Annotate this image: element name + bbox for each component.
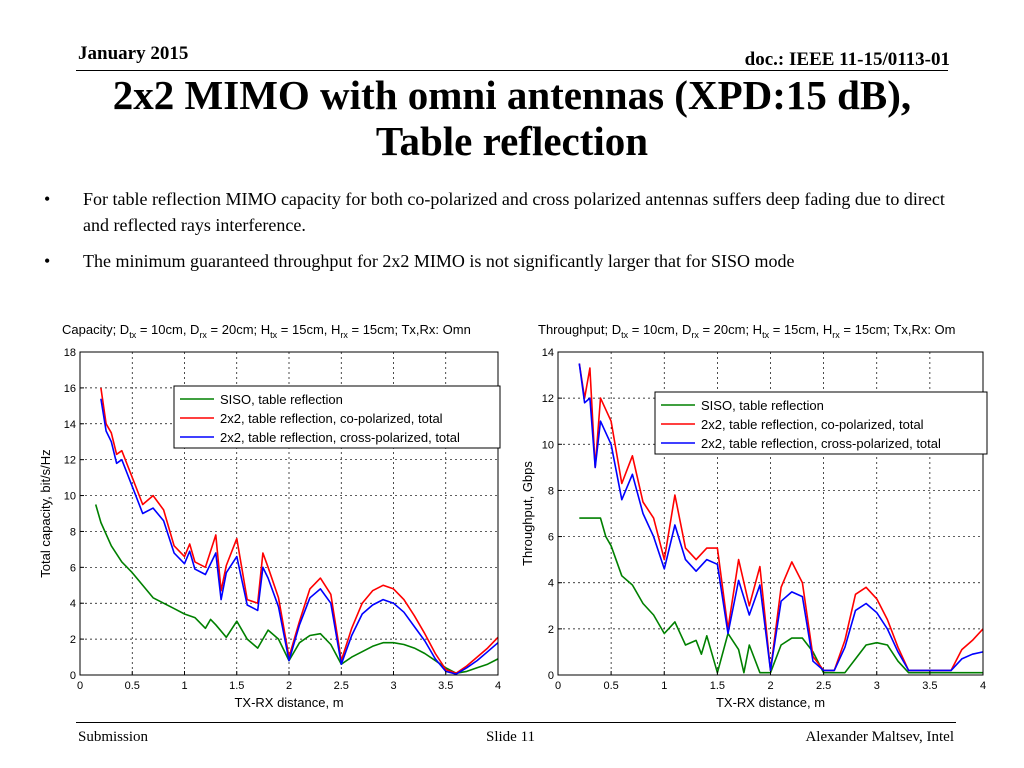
- chart-title-part: = 10cm, D: [628, 322, 691, 337]
- y-tick-label: 0: [70, 670, 76, 682]
- bullet-text: The minimum guaranteed throughput for 2x…: [83, 251, 795, 271]
- x-tick-label: 0.5: [125, 680, 140, 692]
- x-tick-label: 0.5: [603, 680, 618, 692]
- x-tick-label: 3: [390, 680, 396, 692]
- footer-slide-number: Slide 11: [486, 729, 536, 745]
- y-tick-label: 14: [64, 419, 76, 431]
- footer-author: Alexander Maltsev, Intel: [805, 729, 954, 745]
- y-tick-label: 14: [542, 347, 554, 359]
- y-axis-label: Throughput, Gbps: [520, 461, 535, 566]
- chart-title-subscript: tx: [129, 330, 137, 340]
- x-tick-label: 1: [661, 680, 667, 692]
- x-tick-label: 2: [286, 680, 292, 692]
- y-tick-label: 0: [548, 670, 554, 682]
- chart-title-subscript: rx: [340, 330, 348, 340]
- chart-title-part: = 15cm, H: [277, 322, 340, 337]
- chart-title-part: Capacity; D: [62, 322, 129, 337]
- title-line-2: Table reflection: [375, 118, 649, 164]
- y-tick-label: 12: [542, 393, 554, 405]
- bullet-marker: •: [44, 251, 51, 271]
- legend-label-3: 2x2, table reflection, cross-polarized, …: [701, 436, 941, 451]
- footer-submission: Submission: [78, 729, 149, 745]
- chart-title-part: = 15cm, H: [769, 322, 832, 337]
- legend-label-2: 2x2, table reflection, co-polarized, tot…: [701, 417, 924, 432]
- capacity-chart: Capacity; Dtx = 10cm, Drx = 20cm; Htx = …: [36, 312, 510, 719]
- x-tick-label: 3: [874, 680, 880, 692]
- throughput-chart-svg: Throughput; Dtx = 10cm, Drx = 20cm; Htx …: [520, 322, 988, 710]
- x-tick-label: 0: [555, 680, 561, 692]
- x-tick-label: 4: [980, 680, 986, 692]
- slide-title: 2x2 MIMO with omni antennas (XPD:15 dB),…: [40, 72, 984, 164]
- chart-title-subscript: tx: [621, 330, 629, 340]
- y-tick-label: 6: [548, 532, 554, 544]
- title-line-1: 2x2 MIMO with omni antennas (XPD:15 dB),: [112, 72, 912, 118]
- chart-title-part: = 15cm; Tx,Rx: Omn: [348, 322, 471, 337]
- legend-label-1: SISO, table reflection: [220, 392, 343, 407]
- chart-title-subscript: tx: [270, 330, 278, 340]
- y-tick-label: 8: [70, 526, 76, 538]
- x-tick-label: 0: [77, 680, 83, 692]
- chart-title-part: = 20cm; H: [207, 322, 270, 337]
- x-tick-label: 4: [495, 680, 501, 692]
- y-tick-label: 16: [64, 383, 76, 395]
- header-date: January 2015: [78, 43, 189, 64]
- chart-title: Throughput; Dtx = 10cm, Drx = 20cm; Htx …: [538, 322, 956, 340]
- x-tick-label: 1.5: [229, 680, 244, 692]
- y-tick-label: 12: [64, 455, 76, 467]
- legend-box: [654, 391, 988, 455]
- legend-label-3: 2x2, table reflection, cross-polarized, …: [220, 430, 460, 445]
- y-tick-label: 4: [70, 598, 76, 610]
- x-tick-label: 2.5: [816, 680, 831, 692]
- x-tick-label: 1: [181, 680, 187, 692]
- series-line-3: [578, 363, 984, 672]
- x-tick-label: 3.5: [438, 680, 453, 692]
- series-line-3: [100, 398, 499, 675]
- bullet-marker: •: [44, 189, 51, 209]
- chart-title-part: Throughput; D: [538, 322, 621, 337]
- x-tick-label: 1.5: [710, 680, 725, 692]
- x-tick-label: 2: [767, 680, 773, 692]
- x-tick-label: 2.5: [334, 680, 349, 692]
- y-axis-label: Total capacity, bit/s/Hz: [38, 449, 53, 577]
- y-tick-label: 8: [548, 485, 554, 497]
- header-divider: [76, 70, 948, 71]
- chart-title-subscript: tx: [762, 330, 770, 340]
- bullet-item: • The minimum guaranteed throughput for …: [40, 248, 960, 274]
- y-tick-label: 2: [70, 634, 76, 646]
- legend-box: [173, 385, 501, 449]
- y-tick-label: 10: [542, 439, 554, 451]
- chart-title-subscript: rx: [199, 330, 207, 340]
- chart-title-part: = 15cm; Tx,Rx: Om: [840, 322, 956, 337]
- x-axis-label: TX-RX distance, m: [234, 695, 343, 710]
- y-tick-label: 2: [548, 624, 554, 636]
- chart-title: Capacity; Dtx = 10cm, Drx = 20cm; Htx = …: [62, 322, 471, 340]
- series-line-2: [100, 387, 499, 674]
- chart-title-subscript: rx: [691, 330, 699, 340]
- chart-title-subscript: rx: [832, 330, 840, 340]
- x-tick-label: 3.5: [922, 680, 937, 692]
- legend-label-2: 2x2, table reflection, co-polarized, tot…: [220, 411, 443, 426]
- header-doc-id: doc.: IEEE 11-15/0113-01: [744, 49, 950, 70]
- bullet-text: For table reflection MIMO capacity for b…: [83, 189, 945, 235]
- footer-divider: [76, 722, 956, 723]
- x-axis-label: TX-RX distance, m: [716, 695, 825, 710]
- y-tick-label: 6: [70, 562, 76, 574]
- throughput-chart: Throughput; Dtx = 10cm, Drx = 20cm; Htx …: [520, 312, 996, 719]
- legend-label-1: SISO, table reflection: [701, 398, 824, 413]
- y-tick-label: 18: [64, 347, 76, 359]
- y-tick-label: 10: [64, 491, 76, 503]
- bullet-list: • For table reflection MIMO capacity for…: [40, 186, 960, 284]
- y-tick-label: 4: [548, 578, 554, 590]
- bullet-item: • For table reflection MIMO capacity for…: [40, 186, 960, 238]
- capacity-chart-svg: Capacity; Dtx = 10cm, Drx = 20cm; Htx = …: [38, 322, 501, 710]
- chart-title-part: = 20cm; H: [699, 322, 762, 337]
- chart-title-part: = 10cm, D: [136, 322, 199, 337]
